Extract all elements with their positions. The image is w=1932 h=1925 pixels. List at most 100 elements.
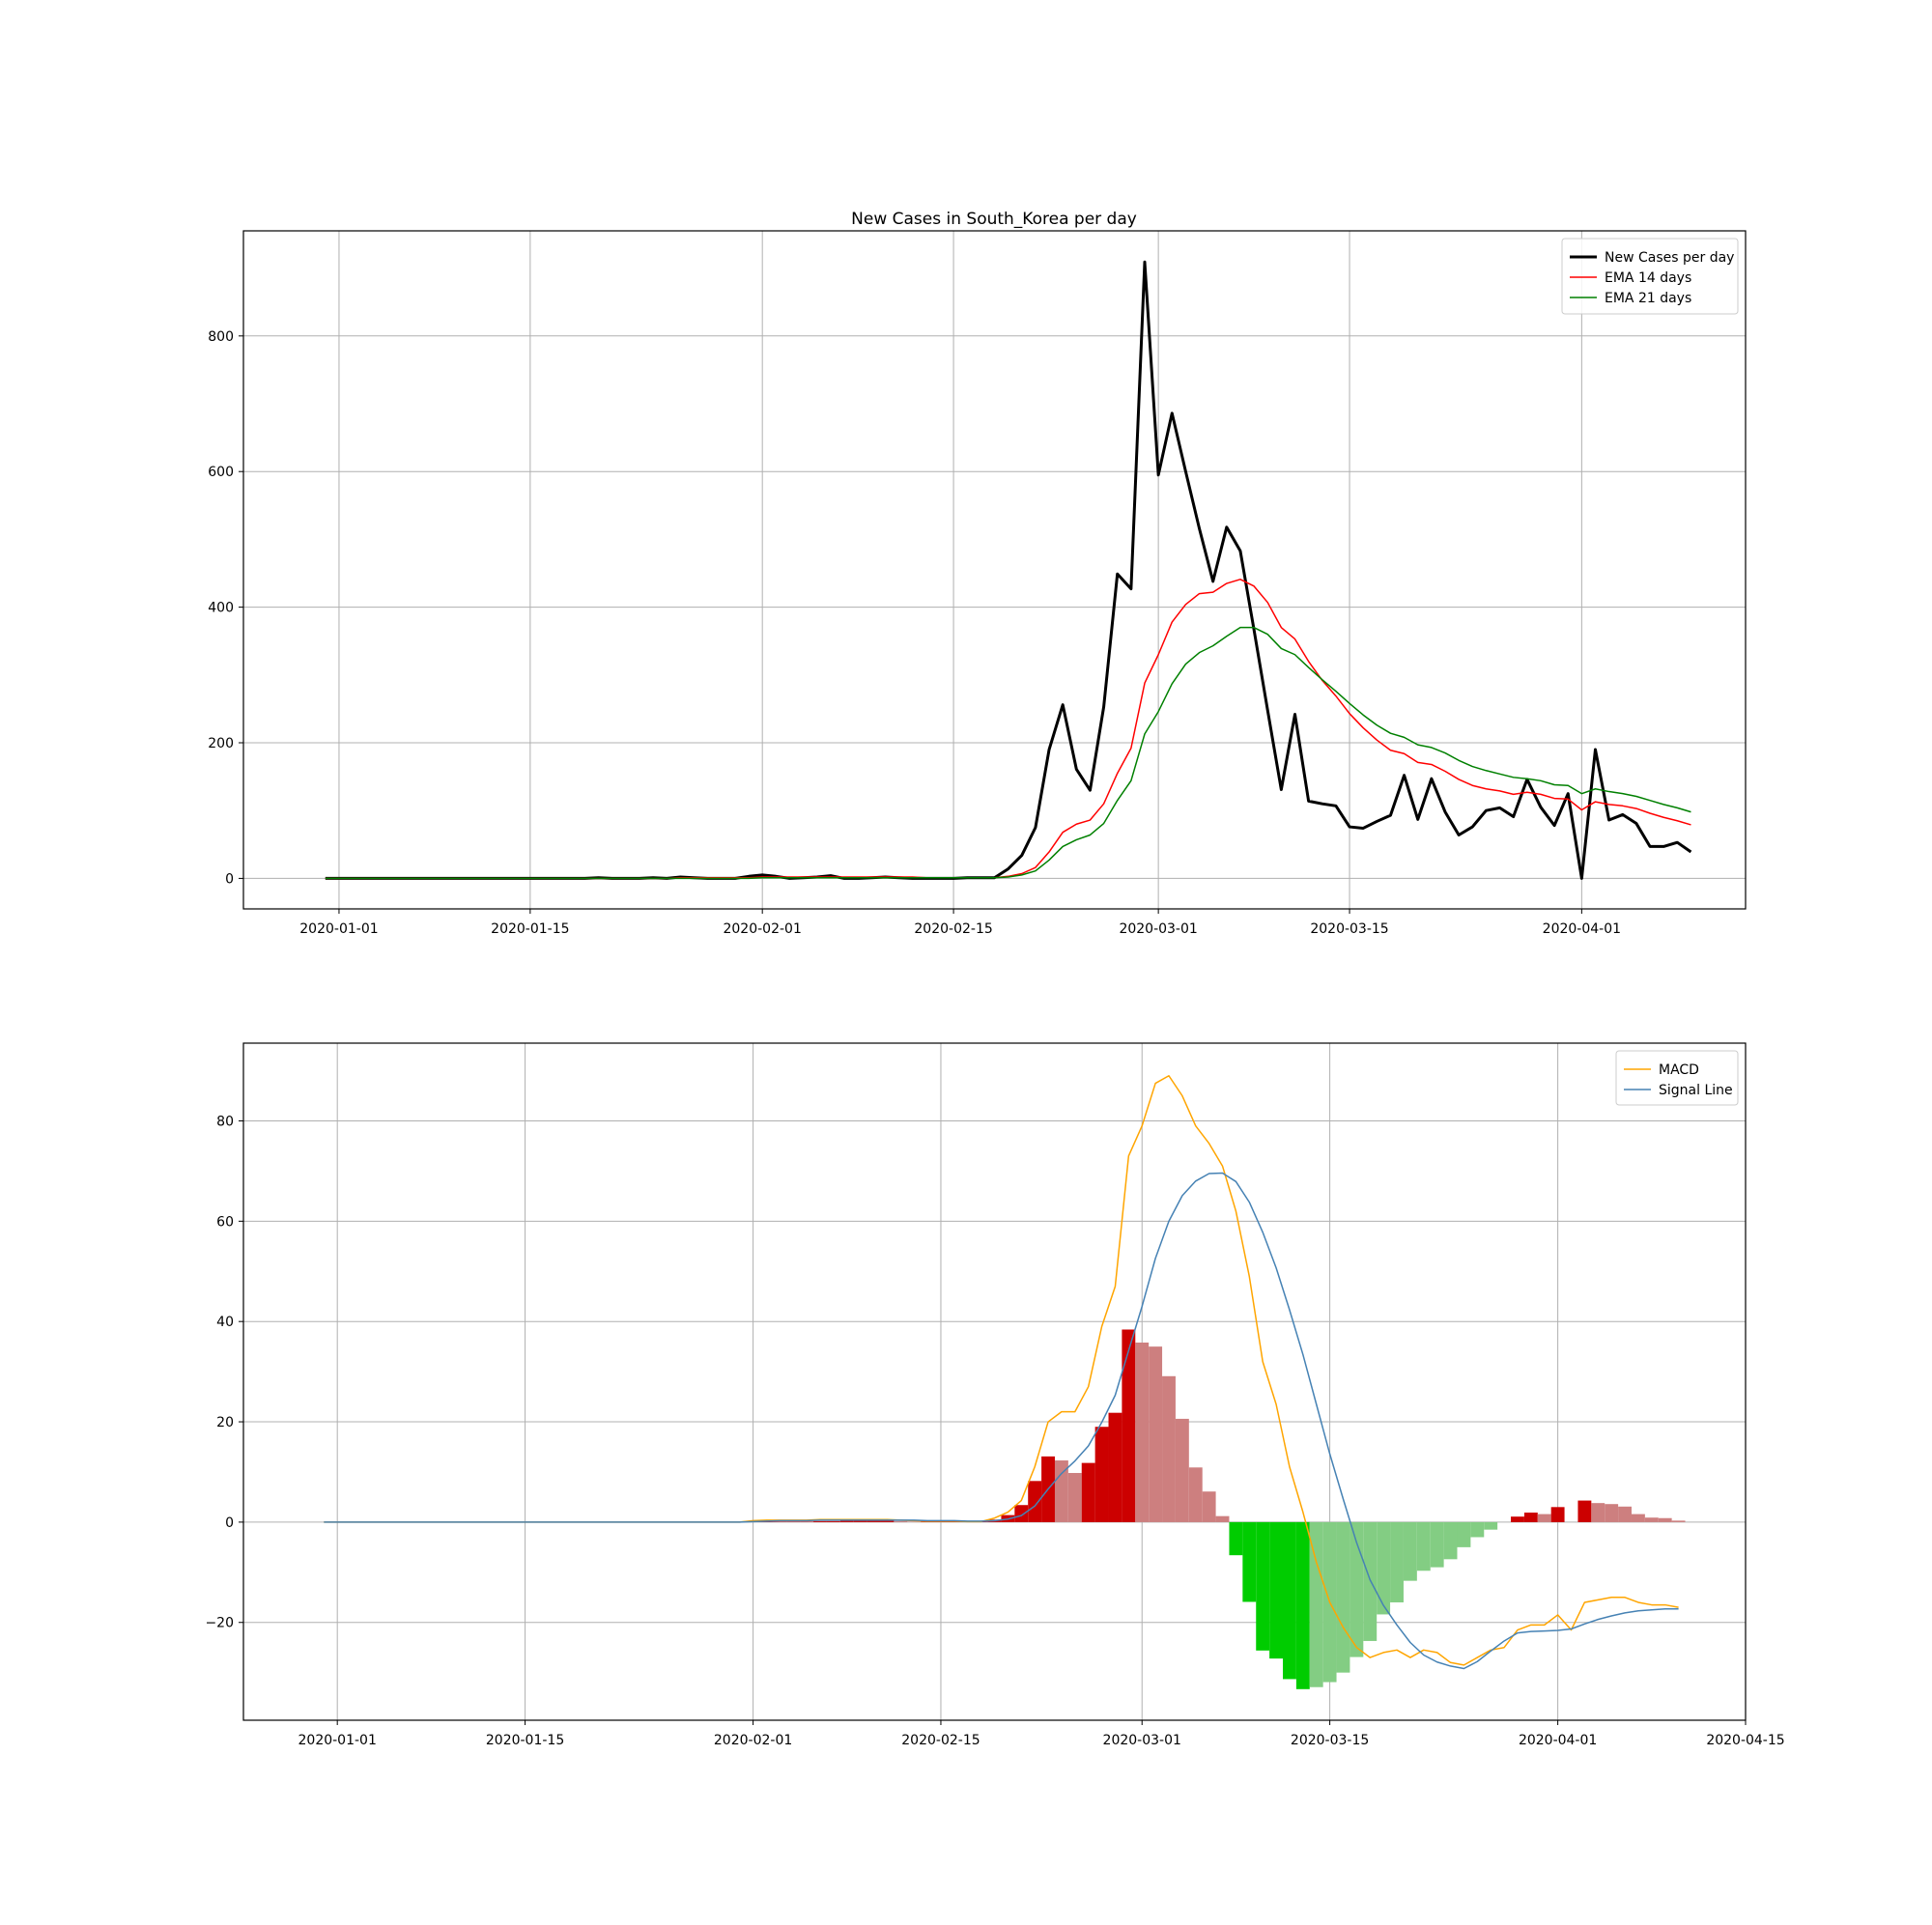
series-line	[324, 1172, 1679, 1670]
legend-box	[1561, 238, 1739, 315]
x-tick-label: 2020-02-15	[914, 921, 992, 937]
histogram-bar	[1188, 1467, 1203, 1522]
x-tick-label: 2020-03-15	[1291, 1733, 1369, 1748]
y-tick-label: 800	[208, 329, 234, 345]
x-tick-label: 2020-04-01	[1543, 921, 1621, 937]
histogram-bar	[1443, 1521, 1458, 1560]
y-tick-label: 0	[225, 871, 234, 887]
histogram-bar	[800, 1521, 814, 1522]
histogram-bar	[1523, 1513, 1538, 1522]
histogram-bar	[1215, 1515, 1230, 1522]
histogram-bar	[1081, 1462, 1095, 1522]
legend-label: EMA 21 days	[1605, 291, 1691, 306]
histogram-bar	[907, 1521, 922, 1522]
histogram-bar	[1430, 1521, 1444, 1568]
series-line	[324, 1075, 1679, 1666]
histogram-bar	[1470, 1521, 1485, 1538]
legend-box	[1615, 1050, 1739, 1106]
x-tick-label: 2020-02-01	[714, 1733, 792, 1748]
histogram-bar	[1283, 1521, 1296, 1680]
x-tick-label: 2020-03-01	[1103, 1733, 1181, 1748]
histogram-bar	[1403, 1521, 1417, 1581]
histogram-bar	[1336, 1521, 1350, 1673]
x-tick-label: 2020-04-01	[1519, 1733, 1597, 1748]
histogram-bar	[1067, 1473, 1082, 1522]
histogram-bar	[1229, 1521, 1243, 1556]
histogram-bar	[1457, 1521, 1471, 1547]
y-tick-label: −20	[205, 1616, 234, 1631]
histogram-bar	[1631, 1514, 1645, 1522]
histogram-bar	[1295, 1521, 1310, 1689]
histogram-bar	[1108, 1412, 1122, 1522]
histogram-bar	[1550, 1507, 1565, 1522]
histogram-bar	[1202, 1491, 1216, 1522]
histogram-bar	[773, 1521, 787, 1522]
histogram-bar	[880, 1520, 895, 1522]
histogram-bar	[1242, 1521, 1257, 1602]
histogram-bar	[947, 1521, 961, 1522]
y-tick-label: 60	[216, 1214, 234, 1230]
histogram-bar	[1175, 1418, 1189, 1522]
histogram-bar	[853, 1520, 867, 1522]
histogram-bar	[1671, 1520, 1686, 1522]
histogram-bar	[934, 1521, 948, 1522]
plot-frame	[242, 1042, 1747, 1721]
x-tick-label: 2020-01-15	[486, 1733, 564, 1748]
y-tick-label: 0	[225, 1515, 234, 1531]
histogram-bar	[1256, 1521, 1270, 1651]
histogram-bar	[1484, 1521, 1498, 1530]
y-tick-label: 20	[216, 1415, 234, 1430]
histogram-bar	[894, 1520, 908, 1522]
macd-panel: 2020-01-01 2020-01-15 2020-02-01 2020-02-15…	[205, 1042, 1785, 1748]
chart-title: New Cases in South_Korea per day	[851, 210, 1137, 229]
histogram-bar	[1054, 1460, 1068, 1522]
histogram-bar	[1122, 1329, 1136, 1522]
histogram-bar	[1269, 1521, 1284, 1659]
x-tick-label: 2020-02-15	[901, 1733, 980, 1748]
legend: MACD Signal Line	[1615, 1050, 1739, 1106]
histogram-bar	[786, 1521, 801, 1522]
histogram-bar	[867, 1520, 881, 1522]
histogram-bar	[1377, 1521, 1391, 1615]
x-tick-label: 2020-01-01	[298, 1733, 377, 1748]
histogram-bar	[1511, 1516, 1524, 1522]
x-tick-label: 2020-02-01	[723, 921, 801, 937]
histogram-bar	[921, 1521, 935, 1522]
histogram-bar	[826, 1520, 840, 1522]
legend-label: MACD	[1659, 1062, 1699, 1078]
histogram-bar	[1577, 1500, 1592, 1522]
x-tick-label: 2020-03-15	[1310, 921, 1388, 937]
x-tick-label: 2020-04-15	[1706, 1733, 1784, 1748]
histogram-bar	[1028, 1481, 1042, 1522]
plot-frame	[242, 230, 1747, 910]
histogram-bar	[813, 1520, 827, 1522]
histogram-bar	[1644, 1517, 1659, 1522]
histogram-bar	[1149, 1346, 1163, 1522]
histogram-bar	[759, 1521, 774, 1522]
histogram-bar	[1390, 1521, 1404, 1602]
y-tick-label: 600	[208, 465, 234, 480]
histogram-bar	[1135, 1342, 1150, 1522]
histogram-bar	[839, 1520, 854, 1522]
x-tick-label: 2020-01-15	[491, 921, 569, 937]
histogram-bar	[1014, 1505, 1029, 1522]
histogram-bar	[1618, 1506, 1632, 1522]
histogram-bar	[1605, 1504, 1619, 1522]
x-tick-label: 2020-03-01	[1119, 921, 1197, 937]
histogram-bar	[1416, 1521, 1431, 1571]
legend-label: EMA 14 days	[1605, 270, 1691, 286]
cases-panel: New Cases in South_Korea per day 2020-01…	[208, 210, 1747, 937]
histogram-bar	[1658, 1517, 1672, 1522]
histogram-bar	[1350, 1521, 1364, 1657]
histogram-bar	[1094, 1427, 1109, 1522]
legend-label: New Cases per day	[1605, 250, 1734, 266]
histogram-bar	[1309, 1521, 1323, 1687]
y-tick-label: 200	[208, 736, 234, 751]
series-line	[325, 626, 1691, 880]
histogram-bar	[1537, 1514, 1551, 1522]
legend-label: Signal Line	[1659, 1083, 1733, 1098]
histogram-bar	[1162, 1375, 1176, 1522]
y-tick-label: 40	[216, 1315, 234, 1330]
y-tick-label: 400	[208, 601, 234, 616]
